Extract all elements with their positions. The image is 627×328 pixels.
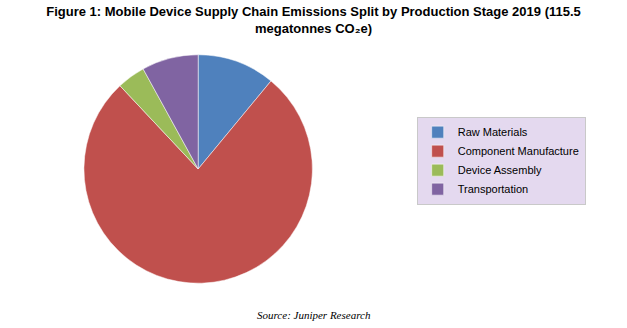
svg-text:Figure 1: Mobile Device Supply: Figure 1: Mobile Device Supply Chain Emi… — [46, 4, 581, 36]
svg-text:Source: Juniper Research: Source: Juniper Research — [257, 309, 371, 321]
svg-text:Transportation: Transportation — [458, 183, 529, 195]
svg-text:Device Assembly: Device Assembly — [458, 164, 542, 176]
svg-text:Raw Materials: Raw Materials — [458, 126, 528, 138]
svg-text:Component Manufacture: Component Manufacture — [458, 145, 579, 157]
